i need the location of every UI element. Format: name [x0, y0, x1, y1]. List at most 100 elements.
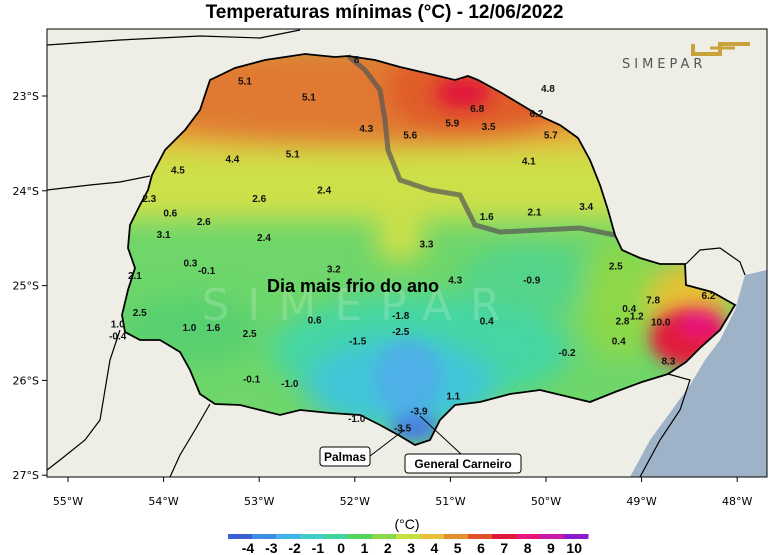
city-label-palmas: Palmas [324, 450, 366, 464]
temperature-value: 1.2 [630, 312, 644, 323]
temperature-value: -1.0 [348, 414, 366, 425]
river [346, 54, 616, 238]
colorbar-label: 4 [431, 540, 439, 555]
temperature-value: 5.9 [445, 118, 459, 129]
border-ms [47, 29, 301, 46]
temperature-value: 3.4 [579, 202, 593, 213]
temperature-value: 3.2 [327, 264, 341, 275]
colorbar-swatch [516, 534, 541, 539]
temperature-value: 1.0 [111, 319, 125, 330]
temperature-value: -0.2 [558, 348, 576, 359]
temperature-value: -0.9 [523, 276, 541, 287]
colorbar-swatch [420, 534, 445, 539]
temperature-value: -3.9 [410, 407, 428, 418]
temperature-value: 2.4 [317, 186, 331, 197]
temperature-value: -3.5 [394, 424, 412, 435]
axis-ticks: 55°W 54°W 53°W 52°W 51°W 50°W 49°W 48°W 23°S 24°S… [13, 90, 753, 508]
temperature-value: 2.4 [257, 233, 271, 244]
temperature-value: 1.6 [206, 323, 220, 334]
ocean [630, 270, 767, 477]
colorbar-swatch [540, 534, 565, 539]
border-argentina [47, 329, 121, 471]
colorbar-label: 1 [361, 540, 369, 555]
y-tick-label: 24°S [13, 185, 39, 198]
colorbar-swatch [396, 534, 421, 539]
watermark: SIMEPAR [201, 280, 518, 331]
x-tick-label: 49°W [626, 495, 656, 508]
colorbar-label: 9 [547, 540, 555, 555]
colorbar-label: 2 [384, 540, 392, 555]
colorbar-swatch [324, 534, 349, 539]
y-tick-label: 26°S [13, 374, 39, 387]
temperature-value: -0.1 [198, 266, 216, 277]
temperature-value: 2.3 [142, 194, 156, 205]
map-frame [46, 28, 768, 478]
x-tick-label: 51°W [435, 495, 465, 508]
y-tick-label: 25°S [13, 280, 39, 293]
colorbar-swatch [564, 534, 589, 539]
temperature-value: 2.5 [133, 308, 147, 319]
temperature-value: 2.1 [128, 271, 142, 282]
colorbar-label: -4 [242, 540, 255, 555]
temperature-value: -2.5 [392, 327, 410, 338]
temperature-value: 8.3 [661, 356, 675, 367]
temperature-value: 6.8 [470, 104, 484, 115]
colorbar-label: -1 [312, 540, 325, 555]
temperature-value: 2.5 [243, 329, 257, 340]
colorbar-label: 0 [337, 540, 345, 555]
temperature-value: 2.6 [252, 194, 266, 205]
logo-text: SIMEPAR [622, 57, 706, 72]
colorbar-swatch [492, 534, 517, 539]
border-sc-coast [639, 373, 691, 477]
city-label-general-carneiro: General Carneiro [414, 457, 511, 471]
colorbar-label: 5 [454, 540, 462, 555]
temperature-value: 7.8 [646, 296, 660, 307]
temperature-value: 8 [354, 55, 360, 66]
temperature-value: -0.4 [109, 332, 127, 343]
colorbar-unit: (°C) [394, 516, 419, 532]
colorbar-label: 3 [407, 540, 415, 555]
temperature-value: 1.6 [480, 212, 494, 223]
colorbar: -4 -3 -2 -1 0 1 2 3 4 5 6 7 8 9 10 [228, 534, 589, 555]
colorbar-swatch [300, 534, 325, 539]
x-tick-label: 55°W [53, 495, 83, 508]
temperature-value: 10.0 [651, 317, 671, 328]
colorbar-swatch [276, 534, 301, 539]
temperature-value: 0.3 [183, 259, 197, 270]
x-tick-label: 53°W [244, 495, 274, 508]
temperature-value: 2.1 [528, 207, 542, 218]
temperature-value: 1.1 [446, 391, 460, 402]
temperature-value: 6.2 [529, 109, 543, 120]
general-carneiro-leader [419, 415, 463, 456]
border-sp-coast [685, 247, 746, 276]
colorbar-swatch [348, 534, 373, 539]
palmas-leader [369, 429, 405, 457]
colorbar-swatch [468, 534, 493, 539]
temperature-value: 0.4 [622, 304, 636, 315]
border-paraguay [47, 175, 151, 191]
temperature-value: 2.5 [609, 262, 623, 273]
temperature-value: 5.1 [286, 150, 300, 161]
temperature-value: 4.8 [541, 84, 555, 95]
annotation-text: Dia mais frio do ano [267, 276, 439, 296]
temperature-value: 0.6 [308, 316, 322, 327]
colorbar-label: 10 [566, 540, 582, 555]
colorbar-swatch [444, 534, 469, 539]
temperature-value: 4.4 [225, 154, 239, 165]
temperature-value: 4.1 [522, 156, 536, 167]
colorbar-label: -3 [265, 540, 278, 555]
temperature-value: 3.5 [482, 122, 496, 133]
y-tick-label: 27°S [13, 469, 39, 482]
temperature-value: 3.3 [420, 240, 434, 251]
temperature-value: 5.6 [403, 131, 417, 142]
temperature-value: -1.8 [392, 311, 410, 322]
temperature-value: -1.5 [349, 336, 367, 347]
temperature-value: 5.1 [238, 77, 252, 88]
temperature-value: 0.6 [163, 208, 177, 219]
x-tick-label: 54°W [148, 495, 178, 508]
colorbar-swatch [228, 534, 253, 539]
map-title: Temperaturas mínimas (°C) - 12/06/2022 [205, 2, 564, 23]
simepar-logo: SIMEPAR [622, 42, 750, 72]
temperature-value: 3.1 [157, 230, 171, 241]
